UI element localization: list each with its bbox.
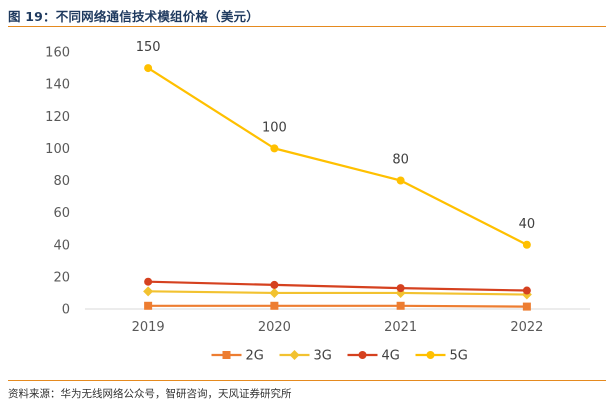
legend-item-4g: 4G — [347, 349, 400, 364]
data-point-5g — [396, 176, 405, 185]
figure-title: 图 19：不同网络通信技术模组价格（美元） — [8, 9, 259, 24]
x-tick-label: 2020 — [258, 320, 291, 335]
data-labels: 150 100 80 40 — [136, 40, 535, 232]
y-tick-label: 20 — [53, 270, 70, 285]
y-tick-label: 0 — [62, 303, 70, 318]
legend: 2G 3G 4G 5G — [211, 349, 468, 364]
legend-swatch-marker — [289, 350, 300, 360]
data-label-5g: 150 — [136, 40, 161, 55]
legend-label: 4G — [382, 349, 400, 364]
data-point-2g — [270, 301, 279, 310]
legend-swatch-marker — [358, 351, 367, 359]
data-point-5g — [144, 64, 153, 73]
series-line-2g — [148, 304, 527, 308]
data-point-4g — [144, 277, 153, 286]
bottom-rule — [8, 380, 606, 381]
data-point-4g — [396, 284, 405, 293]
y-tick-label: 80 — [53, 174, 70, 189]
data-label-5g: 80 — [392, 153, 409, 168]
legend-label: 5G — [450, 349, 468, 364]
legend-swatch-marker — [222, 351, 231, 359]
series-5g — [144, 64, 531, 249]
y-tick-label: 140 — [45, 78, 70, 93]
legend-item-3g: 3G — [279, 349, 332, 364]
y-tick-label: 100 — [45, 142, 70, 157]
series-4g — [144, 277, 531, 295]
data-point-5g — [270, 144, 279, 153]
series-2g — [144, 301, 531, 311]
data-point-4g — [522, 286, 531, 295]
x-tick-label: 2021 — [384, 320, 417, 335]
y-tick-label: 40 — [53, 238, 70, 253]
top-rule — [8, 26, 606, 27]
data-point-4g — [270, 280, 279, 289]
data-point-2g — [144, 301, 153, 310]
legend-item-5g: 5G — [415, 349, 468, 364]
series-line-3g — [148, 290, 527, 296]
legend-label: 2G — [246, 349, 264, 364]
data-point-2g — [396, 301, 405, 310]
y-tick-label: 60 — [53, 206, 70, 221]
y-axis: 0 20 40 60 80 100 120 140 160 — [45, 46, 70, 318]
y-tick-label: 120 — [45, 110, 70, 125]
series-3g — [143, 286, 532, 300]
x-tick-label: 2019 — [132, 320, 165, 335]
data-label-5g: 40 — [519, 217, 536, 232]
series-layer — [143, 64, 532, 311]
x-axis: 2019 2020 2021 2022 — [85, 308, 590, 335]
data-label-5g: 100 — [262, 120, 287, 135]
series-line-4g — [148, 280, 527, 292]
legend-swatch-marker — [426, 351, 435, 359]
series-line-5g — [147, 67, 528, 246]
legend-label: 3G — [314, 349, 332, 364]
x-tick-label: 2022 — [510, 320, 543, 335]
data-point-3g — [143, 286, 154, 297]
data-point-3g — [269, 287, 280, 298]
data-point-2g — [522, 302, 531, 311]
y-tick-label: 160 — [45, 46, 70, 61]
legend-item-2g: 2G — [211, 349, 264, 364]
source-note: 资料来源：华为无线网络公众号，智研咨询，天风证券研究所 — [8, 388, 292, 400]
line-chart: 0 20 40 60 80 100 120 140 160 2019 2020 2021 2022 1… — [45, 40, 590, 364]
data-point-5g — [522, 240, 531, 249]
